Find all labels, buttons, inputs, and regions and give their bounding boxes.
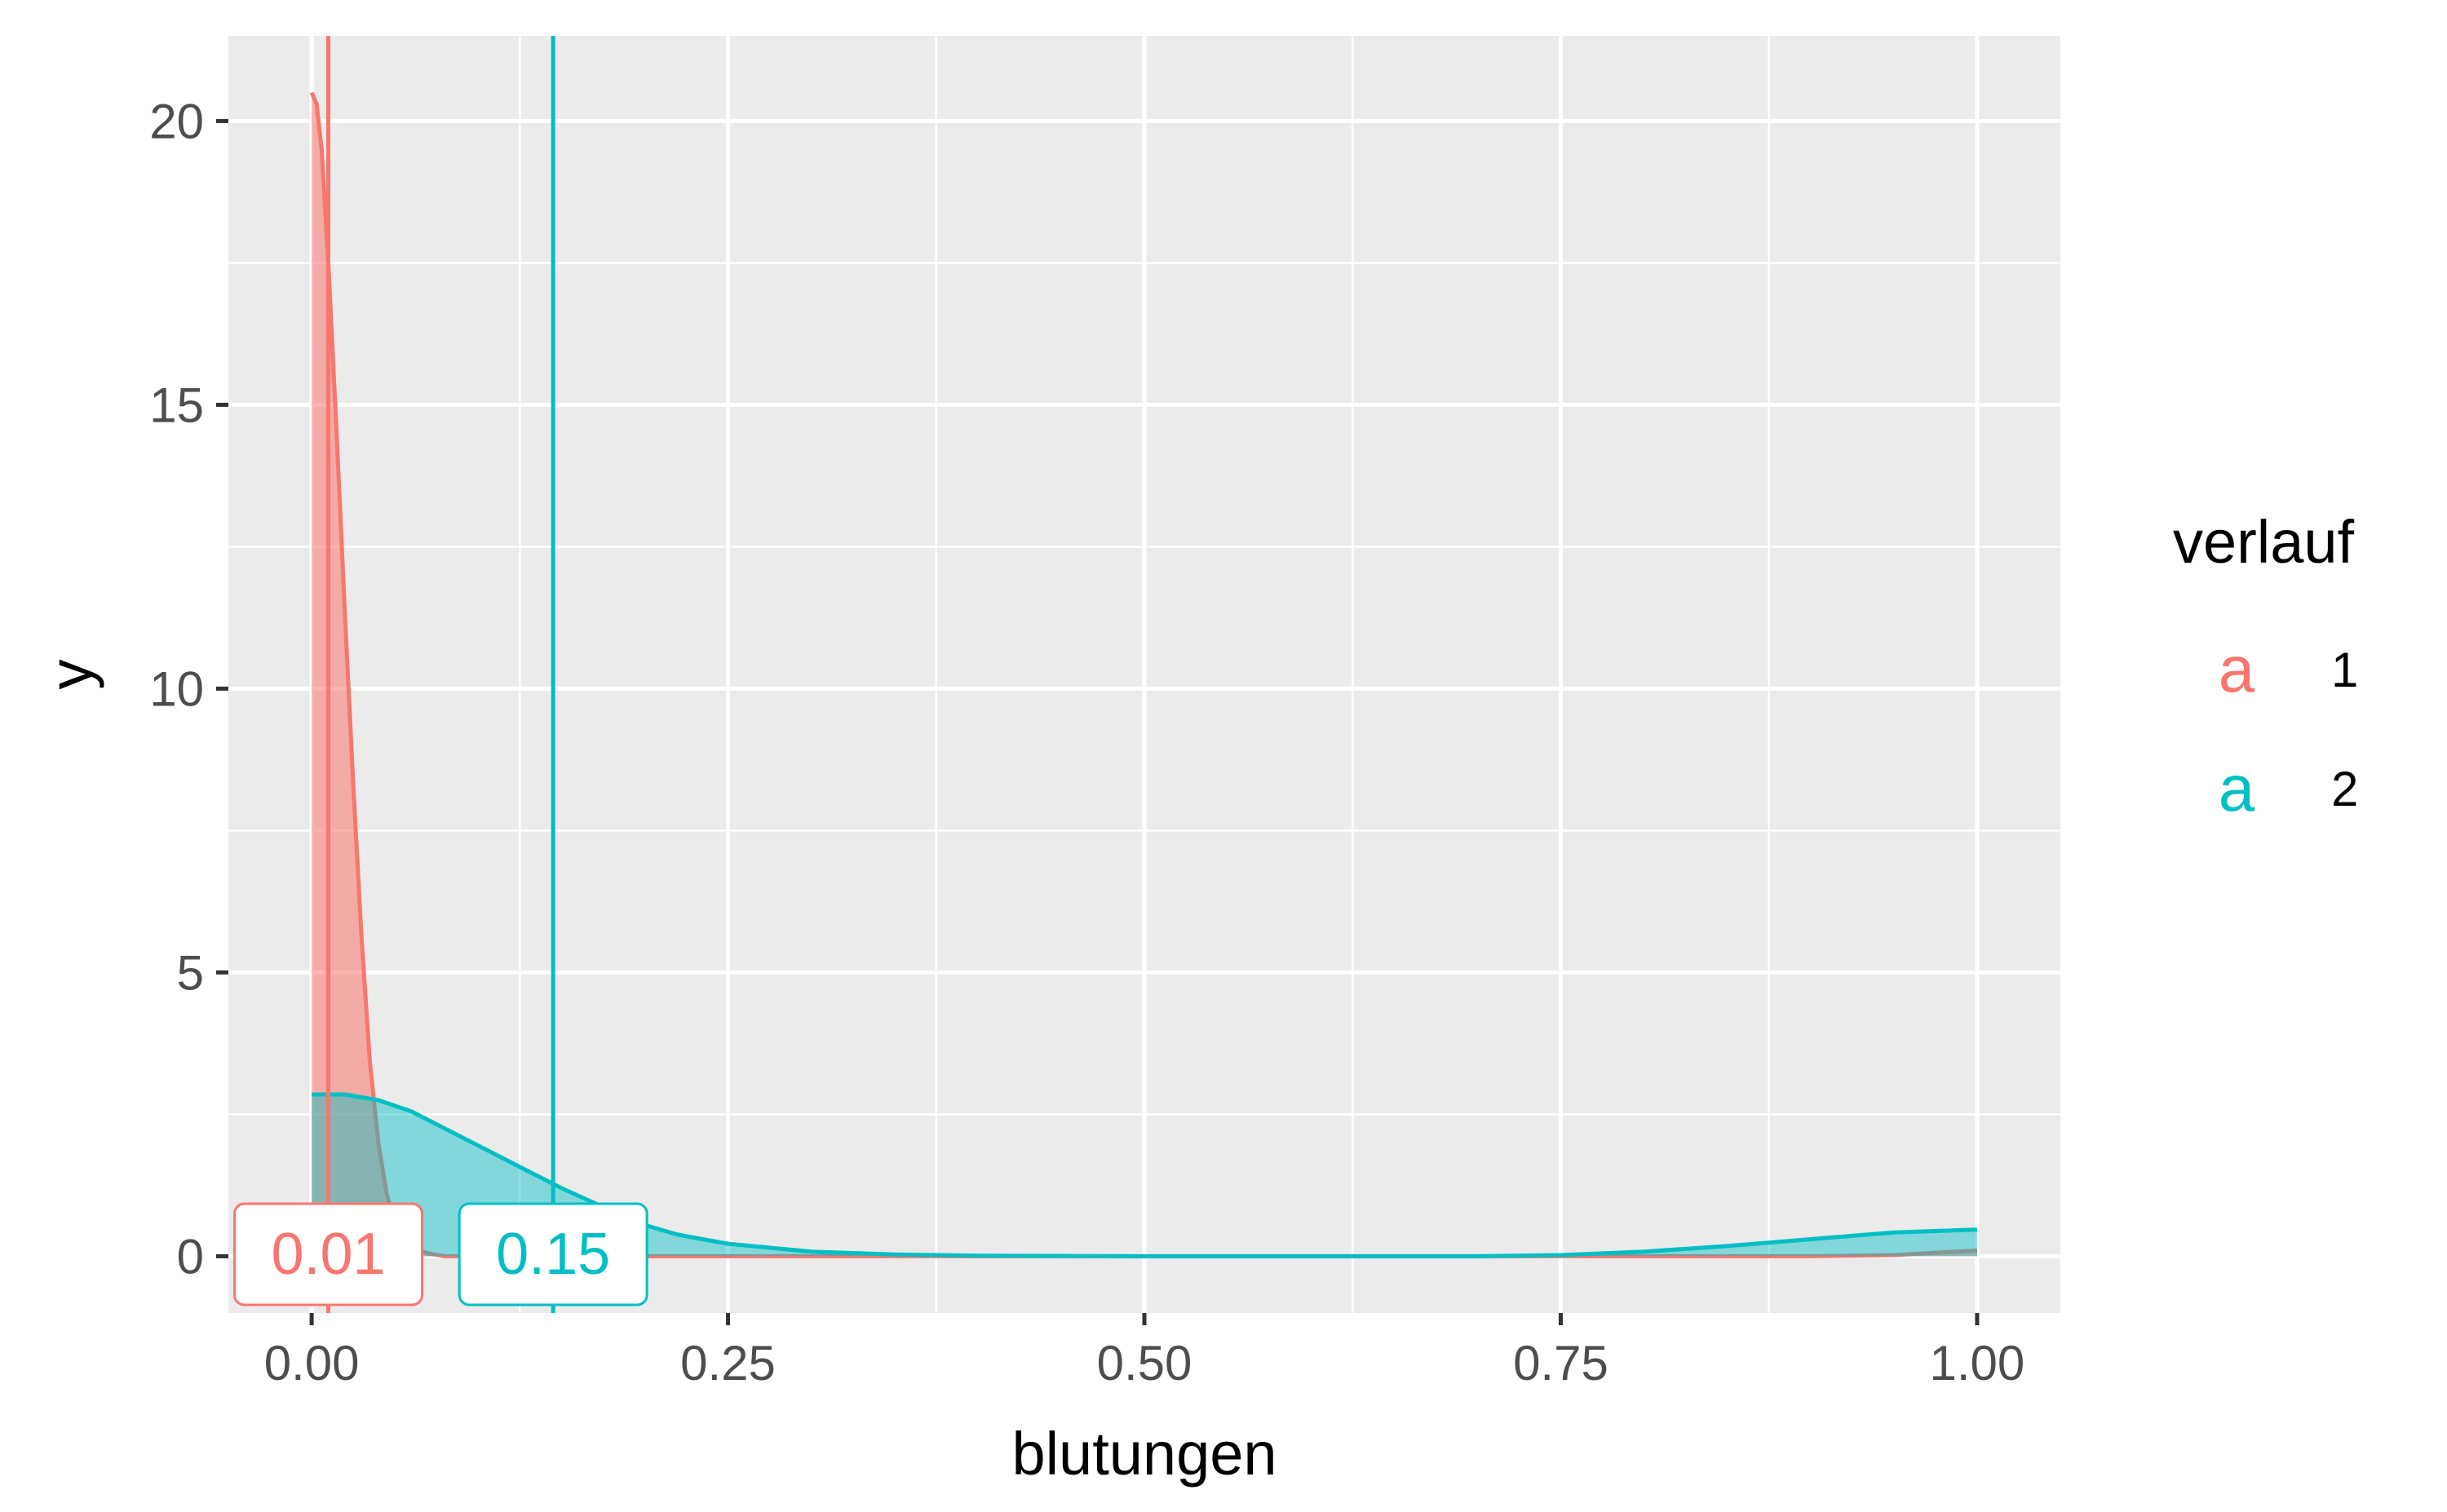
y-tick-label: 0 — [177, 1229, 204, 1284]
legend-key-series-1: a — [2219, 633, 2255, 705]
x-tick-label: 0.00 — [264, 1336, 360, 1390]
x-axis: 0.00 0.25 0.50 0.75 1.00 — [264, 1313, 2025, 1390]
y-tick-label: 15 — [149, 378, 204, 432]
legend-entries: a 1 a 2 — [2219, 633, 2359, 825]
x-tick-label: 0.50 — [1097, 1336, 1193, 1390]
x-tick-label: 0.75 — [1513, 1336, 1608, 1390]
x-axis-title: blutungen — [1011, 1420, 1277, 1488]
mean-label-box-series-1 — [233, 1202, 424, 1306]
y-axis-title: y — [37, 660, 104, 690]
y-tick-label: 10 — [149, 661, 204, 716]
density-line-series-2 — [312, 1092, 1977, 1258]
mean-lines: 0.01 0.15 — [233, 36, 648, 1313]
legend-title: verlauf — [2173, 508, 2355, 576]
legend: verlauf a 1 a 2 — [2173, 508, 2358, 825]
legend-label-series-1: 1 — [2331, 643, 2358, 697]
y-tick-label: 5 — [177, 945, 204, 1000]
mean-label-series-2: 0.15 — [496, 1222, 610, 1287]
x-tick-label: 0.25 — [680, 1336, 776, 1390]
legend-key-series-2: a — [2219, 752, 2255, 825]
x-tick-label: 1.00 — [1930, 1336, 2025, 1390]
y-axis: 0 5 10 15 20 — [149, 94, 228, 1284]
mean-label-series-1: 0.01 — [271, 1222, 385, 1287]
y-tick-label: 20 — [149, 94, 204, 148]
mean-label-box-series-2 — [458, 1202, 648, 1306]
legend-label-series-2: 2 — [2331, 762, 2358, 816]
